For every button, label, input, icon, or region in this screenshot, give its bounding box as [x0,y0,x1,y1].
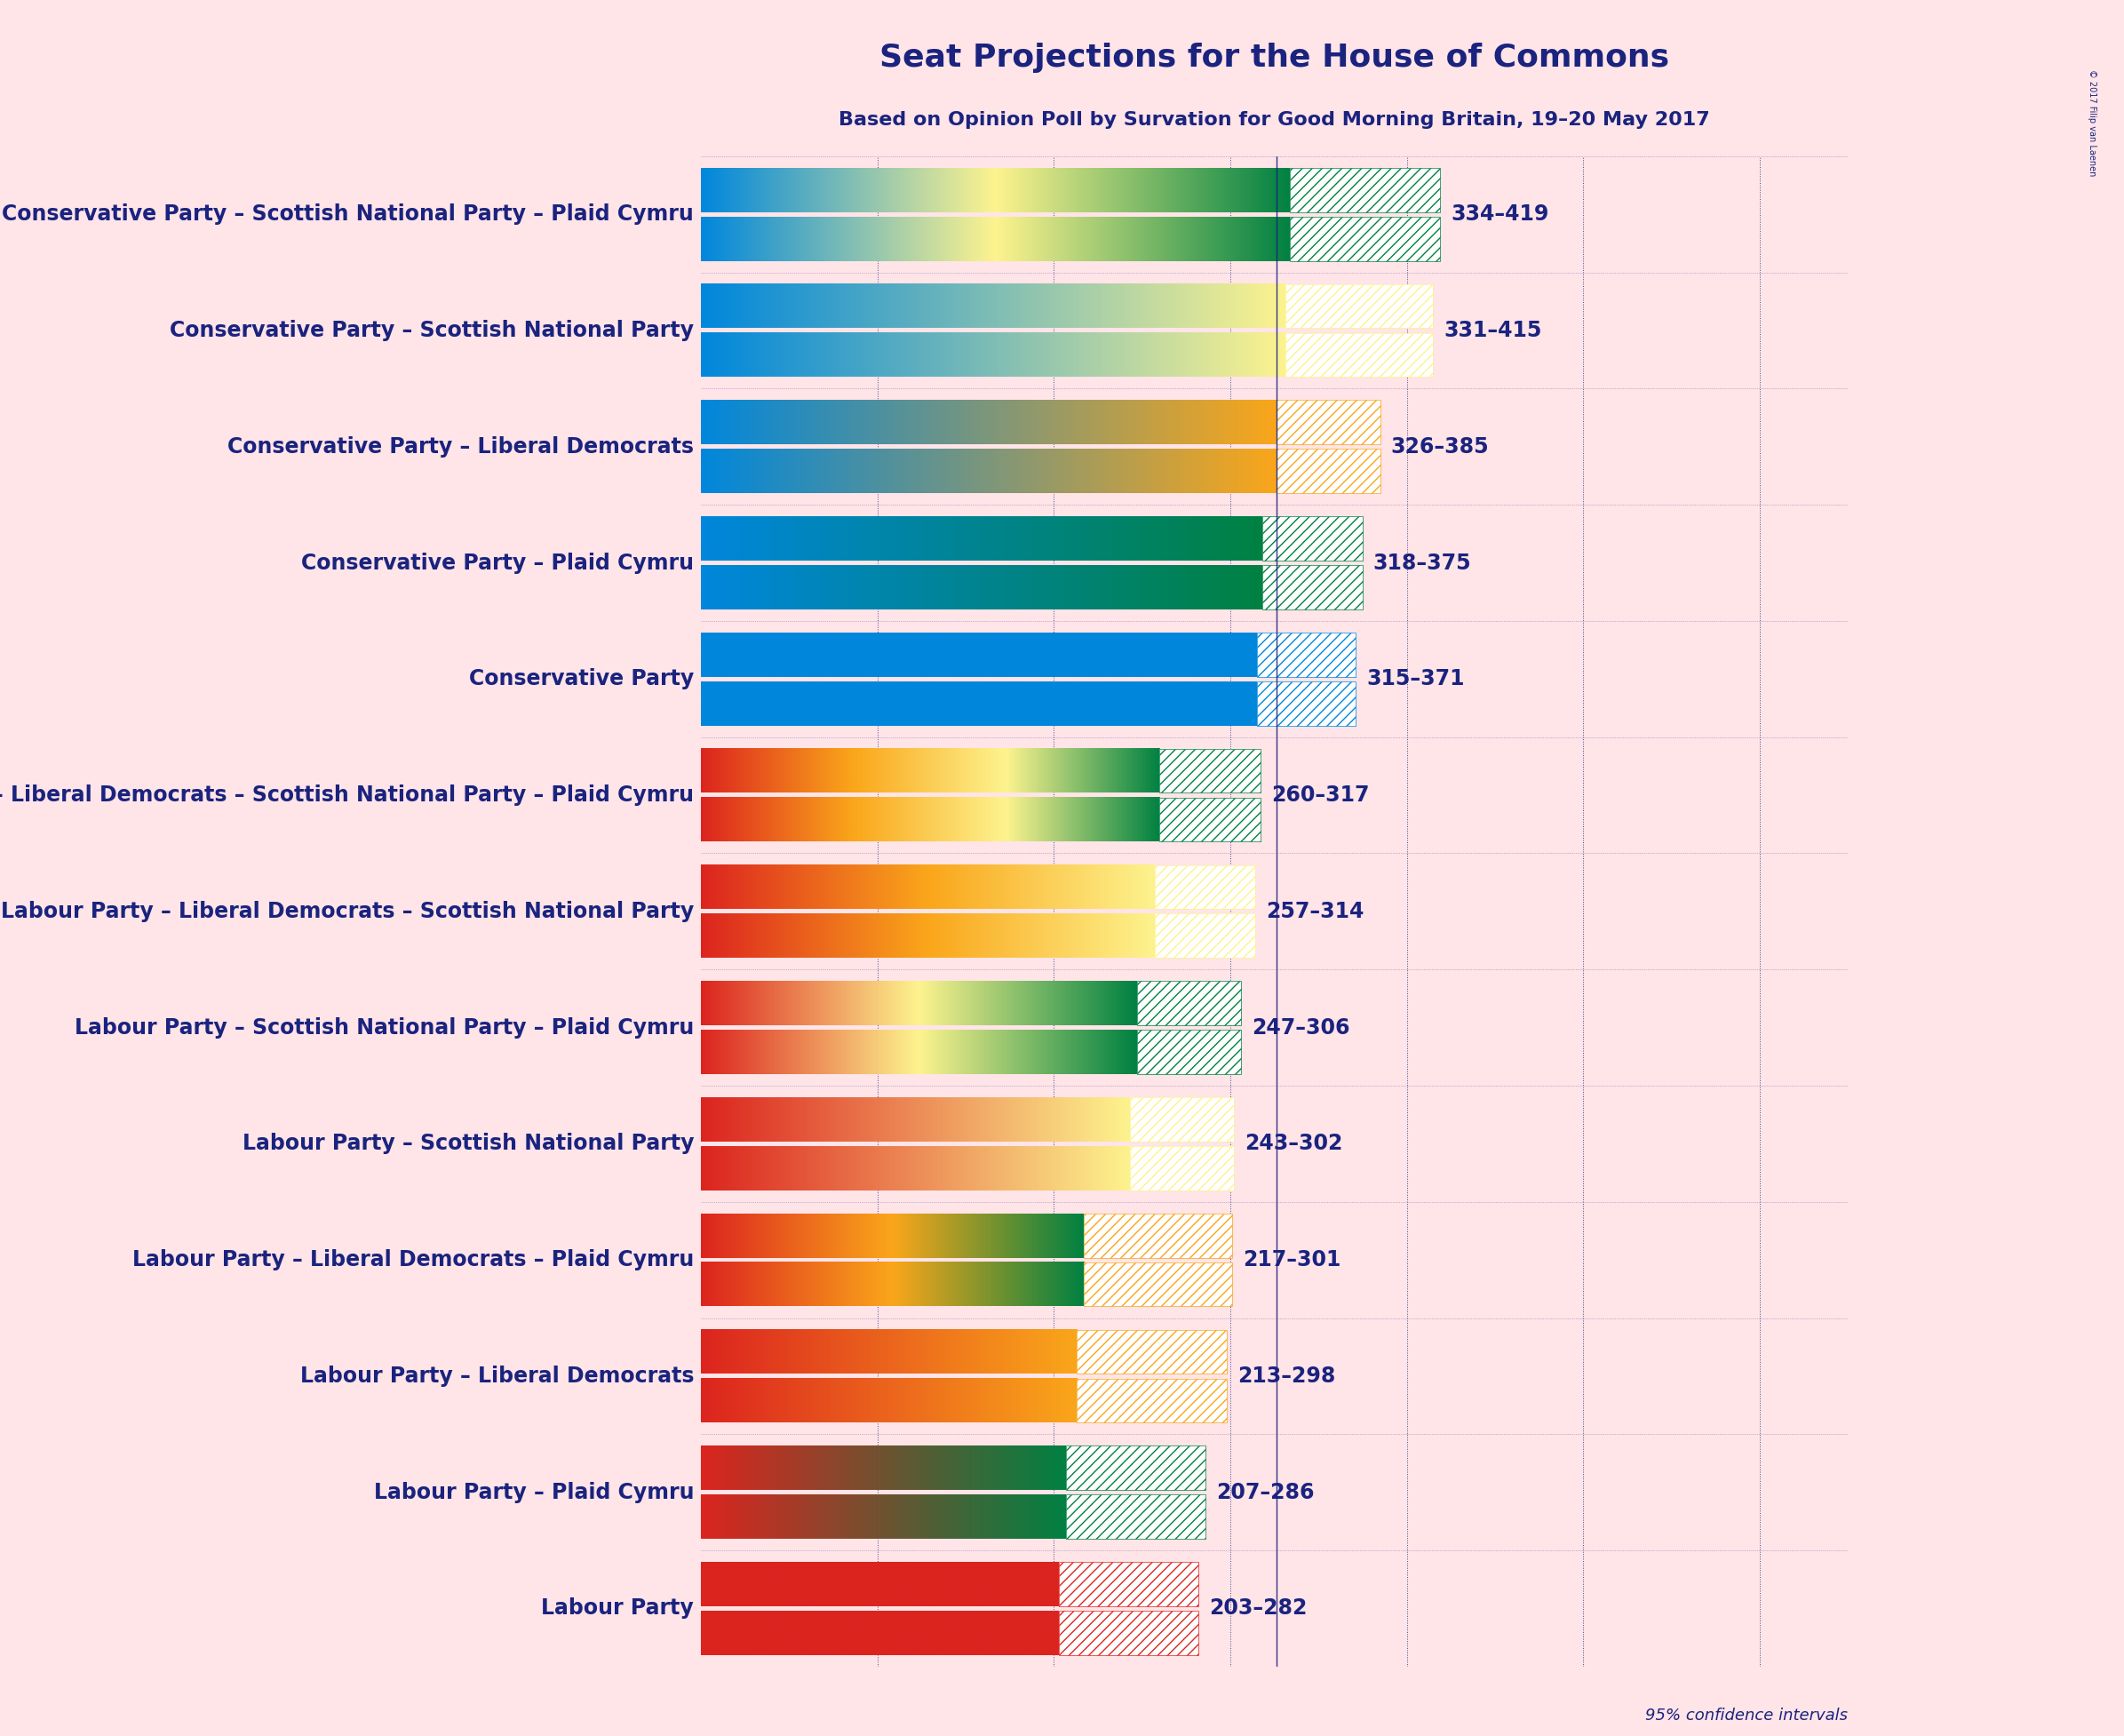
Bar [1130,1146,1234,1191]
Bar [1130,1097,1234,1142]
Bar [1066,1495,1206,1538]
Text: 260–317: 260–317 [1270,785,1370,806]
Bar [1083,1262,1232,1307]
Bar [1289,168,1440,212]
Text: Conservative Party – Plaid Cymru: Conservative Party – Plaid Cymru [302,552,695,573]
Bar [1083,1262,1232,1307]
Bar [1066,1446,1206,1489]
Bar [1289,168,1440,212]
Text: Conservative Party: Conservative Party [469,668,695,689]
Bar [1262,516,1364,561]
Text: Labour Party – Scottish National Party – Plaid Cymru: Labour Party – Scottish National Party –… [74,1017,695,1038]
Bar [1160,797,1260,842]
Bar [1136,1029,1240,1075]
Bar [1130,1146,1234,1191]
Bar [1289,217,1440,260]
Text: 95% confidence intervals: 95% confidence intervals [1646,1706,1848,1724]
Bar [1136,981,1240,1026]
Bar [1060,1562,1198,1606]
Bar [1257,632,1355,677]
Bar [1136,981,1240,1026]
Bar [1285,333,1434,377]
Text: 247–306: 247–306 [1251,1017,1349,1038]
Text: 315–371: 315–371 [1366,668,1463,689]
Text: Labour Party – Liberal Democrats – Scottish National Party – Plaid Cymru: Labour Party – Liberal Democrats – Scott… [0,785,695,806]
Text: 207–286: 207–286 [1217,1481,1315,1503]
Bar [1066,1446,1206,1489]
Text: 326–385: 326–385 [1391,436,1489,457]
Bar [1277,401,1381,444]
Bar [1077,1330,1228,1373]
Bar [1077,1378,1228,1422]
Text: Labour Party – Scottish National Party: Labour Party – Scottish National Party [242,1134,695,1154]
Bar [1077,1330,1228,1373]
Text: Labour Party – Liberal Democrats: Labour Party – Liberal Democrats [299,1366,695,1387]
Text: 203–282: 203–282 [1209,1597,1306,1620]
Bar [1277,450,1381,493]
Text: Labour Party – Liberal Democrats – Plaid Cymru: Labour Party – Liberal Democrats – Plaid… [132,1250,695,1271]
Text: 318–375: 318–375 [1374,552,1472,573]
Bar [1160,797,1260,842]
Text: Conservative Party – Liberal Democrats: Conservative Party – Liberal Democrats [227,436,695,457]
Bar [1262,566,1364,609]
Bar [1160,748,1260,793]
Text: 243–302: 243–302 [1245,1134,1342,1154]
Bar [1136,1029,1240,1075]
Bar [1077,1378,1228,1422]
Text: © 2017 Filip van Laenen: © 2017 Filip van Laenen [2088,69,2096,177]
Bar [1083,1213,1232,1257]
Text: Labour Party: Labour Party [542,1597,695,1620]
Text: 213–298: 213–298 [1238,1366,1336,1387]
Bar [1060,1611,1198,1654]
Text: 331–415: 331–415 [1444,319,1542,342]
Text: Conservative Party – Scottish National Party – Plaid Cymru: Conservative Party – Scottish National P… [2,203,695,226]
Text: Based on Opinion Poll by Survation for Good Morning Britain, 19–20 May 2017: Based on Opinion Poll by Survation for G… [839,111,1710,128]
Bar [1277,401,1381,444]
Bar [1285,285,1434,328]
Bar [1257,681,1355,726]
Text: Conservative Party – Scottish National Party: Conservative Party – Scottish National P… [170,319,695,342]
Text: Labour Party – Plaid Cymru: Labour Party – Plaid Cymru [374,1481,695,1503]
Bar [1083,1213,1232,1257]
Bar [1285,333,1434,377]
Bar [1155,913,1255,958]
Text: 334–419: 334–419 [1451,203,1548,226]
Bar [1155,865,1255,910]
Bar [1155,913,1255,958]
Bar [1289,217,1440,260]
Bar [1060,1611,1198,1654]
Bar [1160,748,1260,793]
Bar [1262,566,1364,609]
Bar [1060,1562,1198,1606]
Bar [1066,1495,1206,1538]
Bar [1262,516,1364,561]
Bar [1277,450,1381,493]
Bar [1257,681,1355,726]
Bar [1285,285,1434,328]
Text: 257–314: 257–314 [1266,901,1364,922]
Bar [1155,865,1255,910]
Text: Seat Projections for the House of Commons: Seat Projections for the House of Common… [879,43,1669,73]
Bar [1257,632,1355,677]
Text: Labour Party – Liberal Democrats – Scottish National Party: Labour Party – Liberal Democrats – Scott… [0,901,695,922]
Text: 217–301: 217–301 [1243,1250,1340,1271]
Bar [1130,1097,1234,1142]
